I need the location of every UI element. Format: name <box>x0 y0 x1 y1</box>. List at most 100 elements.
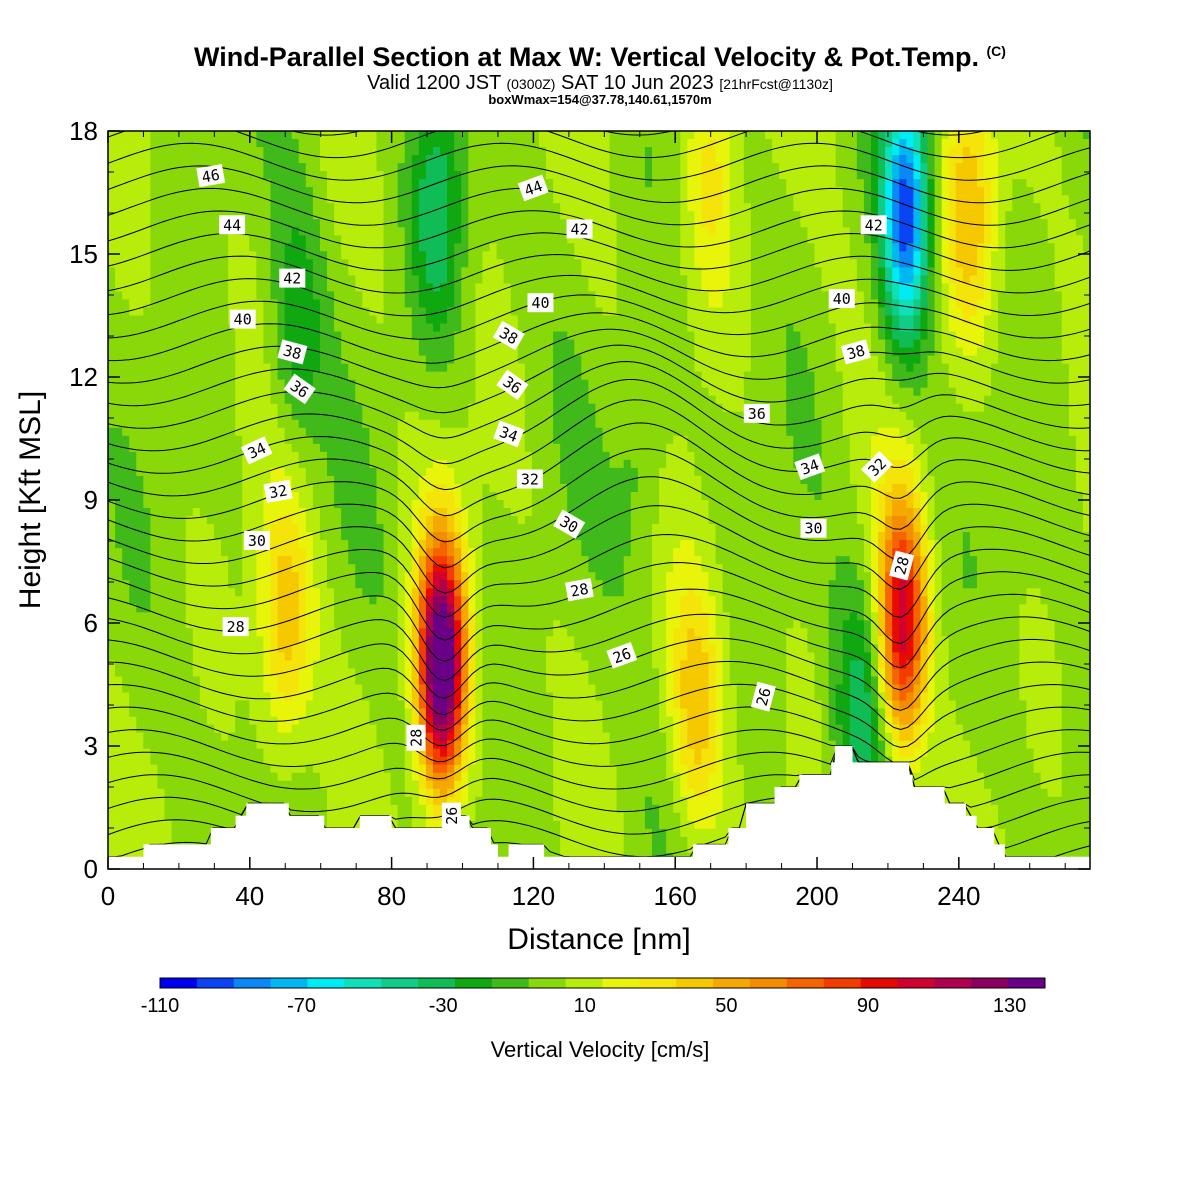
field-cell <box>630 259 639 268</box>
field-cell <box>362 403 370 413</box>
field-cell <box>171 363 180 373</box>
field-cell <box>567 347 575 357</box>
field-cell <box>305 331 314 341</box>
field-cell <box>666 291 674 301</box>
field-cell <box>150 395 159 405</box>
field-cell <box>553 259 561 268</box>
field-cell <box>517 195 526 204</box>
field-cell <box>270 147 279 156</box>
field-cell <box>976 331 985 341</box>
field-cell <box>397 267 406 276</box>
field-cell <box>581 251 589 260</box>
field-cell <box>821 211 830 220</box>
field-cell <box>524 219 533 228</box>
field-cell <box>757 363 766 373</box>
field-cell <box>955 203 964 212</box>
field-cell <box>807 291 816 301</box>
field-cell <box>793 139 801 148</box>
field-cell <box>171 267 180 276</box>
field-cell <box>432 243 441 252</box>
field-cell <box>235 387 243 397</box>
field-cell <box>602 355 611 365</box>
field-cell <box>899 291 907 301</box>
field-cell <box>623 179 632 188</box>
field-cell <box>659 163 667 172</box>
field-cell <box>560 291 568 301</box>
field-cell <box>595 379 604 389</box>
field-cell <box>1026 203 1035 212</box>
field-cell <box>1054 323 1063 333</box>
field-cell <box>1033 275 1042 285</box>
field-cell <box>206 267 215 276</box>
field-cell <box>1068 339 1077 349</box>
field-cell <box>461 139 469 148</box>
field-cell <box>991 275 999 285</box>
field-cell <box>821 203 830 212</box>
field-cell <box>659 379 667 389</box>
field-cell <box>892 259 900 268</box>
field-cell <box>390 315 399 325</box>
field-cell <box>779 291 787 301</box>
field-cell <box>644 371 653 381</box>
field-cell <box>150 291 159 301</box>
field-cell <box>312 275 321 285</box>
field-cell <box>213 235 222 244</box>
field-cell <box>878 371 886 381</box>
field-cell <box>369 331 378 341</box>
field-cell <box>228 195 236 204</box>
field-cell <box>757 395 766 405</box>
field-cell <box>941 243 950 252</box>
field-cell <box>291 283 300 293</box>
field-cell <box>185 267 194 276</box>
field-cell <box>390 403 399 413</box>
field-cell <box>779 403 787 413</box>
field-cell <box>715 395 724 405</box>
field-cell <box>404 187 413 196</box>
field-cell <box>192 195 201 204</box>
field-cell <box>298 251 307 260</box>
field-cell <box>729 211 738 220</box>
field-cell <box>213 187 222 196</box>
field-cell <box>595 259 604 268</box>
field-cell <box>574 323 582 333</box>
field-cell <box>701 355 710 365</box>
field-cell <box>440 259 448 268</box>
field-cell <box>715 227 724 236</box>
field-cell <box>814 403 823 413</box>
field-cell <box>743 235 752 244</box>
field-cell <box>447 227 455 236</box>
field-cell <box>235 203 243 212</box>
field-cell <box>701 243 710 252</box>
field-cell <box>779 371 787 381</box>
field-cell <box>122 275 130 285</box>
field-cell <box>673 411 681 421</box>
field-cell <box>1082 163 1090 172</box>
field-cell <box>998 211 1006 220</box>
field-cell <box>383 275 392 285</box>
field-cell <box>708 203 717 212</box>
field-cell <box>411 403 420 413</box>
field-cell <box>136 259 144 268</box>
field-cell <box>630 371 639 381</box>
field-cell <box>312 147 321 156</box>
field-cell <box>277 291 286 301</box>
field-cell <box>927 227 936 236</box>
field-cell <box>150 379 159 389</box>
field-cell <box>1012 131 1020 140</box>
field-cell <box>1019 171 1028 180</box>
field-cell <box>849 395 858 405</box>
field-cell <box>185 299 194 309</box>
field-cell <box>1075 355 1084 365</box>
field-cell <box>786 355 794 365</box>
field-cell <box>659 371 667 381</box>
field-cell <box>355 291 363 301</box>
field-cell <box>814 411 823 421</box>
field-cell <box>913 163 922 172</box>
field-cell <box>115 395 123 405</box>
field-cell <box>418 315 427 325</box>
field-cell <box>312 395 321 405</box>
field-cell <box>807 331 816 341</box>
field-cell <box>623 131 632 140</box>
field-cell <box>242 411 250 421</box>
field-cell <box>793 155 801 164</box>
